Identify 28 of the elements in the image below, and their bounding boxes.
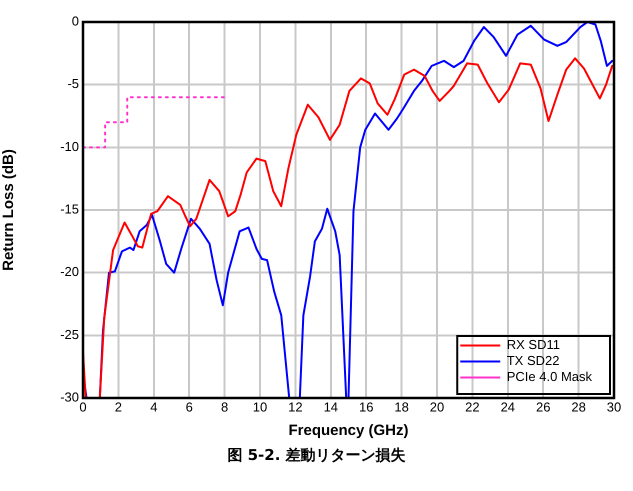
x-tick-label: 10 [252,399,268,414]
x-tick-label: 8 [220,399,228,414]
y-tick-label: -25 [60,326,79,342]
x-tick-label: 2 [114,399,122,414]
x-tick-label: 18 [394,399,409,414]
y-tick-label: -15 [60,202,79,217]
legend-label: TX SD22 [506,353,560,368]
x-tick-label: 28 [571,399,586,414]
y-tick-label: -20 [60,264,79,280]
x-tick-label: 24 [500,399,516,414]
y-tick-label: -30 [60,390,79,405]
y-tick-label: -5 [67,76,79,92]
x-tick-label: 14 [324,399,338,414]
x-tick-label: 6 [186,399,193,414]
legend-label: PCIe 4.0 Mask [506,369,592,384]
x-tick-label: 26 [536,399,550,414]
x-tick-label: 4 [150,399,158,414]
x-tick-label: 22 [465,399,480,414]
x-tick-label: 20 [430,399,444,414]
y-tick-label: 0 [72,14,79,29]
x-axis-title: Frequency (GHz) [288,422,409,440]
caption: 图 5-2. 差動リターン損失 [226,446,407,465]
legend-label: RX SD11 [506,337,560,352]
x-tick-label: 30 [606,399,622,414]
y-axis-title: Return Loss (dB) [0,149,18,271]
y-tick-label: -10 [60,138,79,154]
x-tick-label: 16 [358,399,374,414]
x-tick-label: 12 [288,399,303,414]
